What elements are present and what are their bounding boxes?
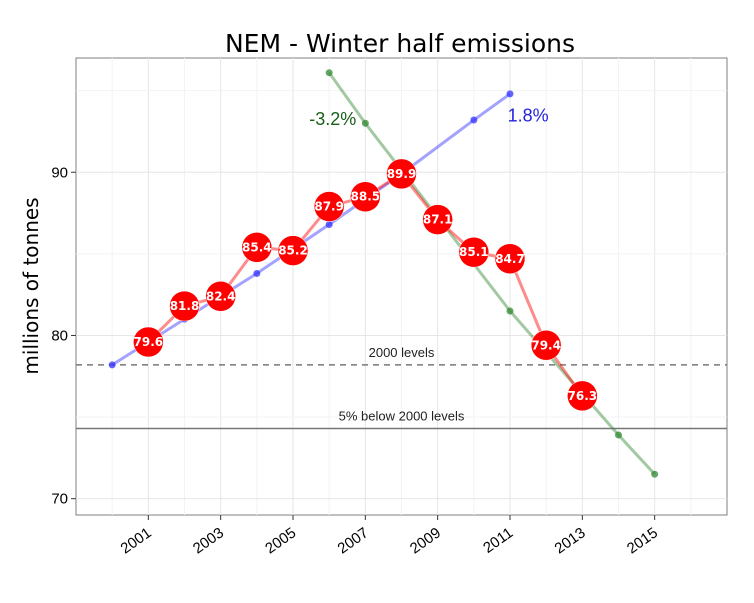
reference-line-label: 5% below 2000 levels xyxy=(339,408,465,423)
data-label: 85.4 xyxy=(242,240,272,254)
data-label: 82.4 xyxy=(206,289,236,303)
data-label: 84.7 xyxy=(495,252,525,266)
x-tick-label: 2013 xyxy=(552,524,589,557)
data-label: 85.1 xyxy=(459,245,489,259)
data-point-bubble xyxy=(277,235,309,266)
annotation-layer: -3.2% 1.8% xyxy=(309,106,548,129)
y-tick-label: 80 xyxy=(51,327,68,344)
x-tick-label: 2003 xyxy=(190,524,227,557)
rising-trend-point xyxy=(253,269,261,277)
data-point-bubble xyxy=(458,236,490,268)
data-point-bubble xyxy=(350,181,381,212)
y-tick-label: 70 xyxy=(51,491,68,508)
falling-trend-point xyxy=(361,119,369,127)
data-point-bubble xyxy=(205,281,236,312)
x-tick-label: 2005 xyxy=(262,524,299,557)
chart-title: NEM - Winter half emissions xyxy=(225,29,575,58)
rising-trend-point xyxy=(470,116,478,124)
falling-trend-point xyxy=(651,470,659,478)
reference-lines: 2000 levels 5% below 2000 levels xyxy=(76,345,727,430)
y-axis-label: millions of tonnes xyxy=(19,197,43,374)
trend-annotation: -3.2% xyxy=(309,109,356,129)
reference-line-label: 2000 levels xyxy=(369,345,435,360)
x-tick-label: 2007 xyxy=(335,524,372,557)
data-point-bubble xyxy=(422,204,453,235)
data-label-layer: 79.6 81.8 82.4 85.4 85.2 87.9 88.5 89.9 87.1 85.1… xyxy=(133,158,598,412)
rising-trend-point xyxy=(506,90,514,98)
y-tick-label: 90 xyxy=(51,164,68,181)
falling-trend-point xyxy=(325,69,333,77)
data-point-bubble xyxy=(241,232,273,263)
rising-trend-point xyxy=(325,220,333,228)
x-tick-label: 2009 xyxy=(407,524,444,557)
data-label: 87.9 xyxy=(314,200,344,214)
data-point-bubble xyxy=(169,290,200,322)
x-tick-label: 2011 xyxy=(480,524,516,556)
x-tick-label: 2015 xyxy=(624,524,661,557)
data-point-bubble xyxy=(313,191,345,222)
data-label: 79.6 xyxy=(134,335,164,349)
data-label: 85.2 xyxy=(278,244,308,258)
data-label: 89.9 xyxy=(387,167,417,181)
rising-trend-point xyxy=(108,361,116,369)
data-label: 81.8 xyxy=(170,299,200,313)
trend-annotation: 1.8% xyxy=(508,106,549,126)
data-label: 79.4 xyxy=(531,338,561,352)
data-label: 76.3 xyxy=(568,389,598,403)
data-point-bubble xyxy=(386,158,417,190)
data-point-bubble xyxy=(133,326,164,358)
data-label: 88.5 xyxy=(351,190,381,204)
data-point-bubble xyxy=(567,380,598,412)
falling-trend-point xyxy=(615,431,622,439)
x-tick-label: 2001 xyxy=(118,524,155,557)
data-label: 87.1 xyxy=(423,213,453,227)
data-point-bubble xyxy=(494,243,526,275)
grid-lines xyxy=(76,58,727,515)
falling-trend-point xyxy=(506,307,514,315)
data-point-bubble xyxy=(530,330,562,361)
